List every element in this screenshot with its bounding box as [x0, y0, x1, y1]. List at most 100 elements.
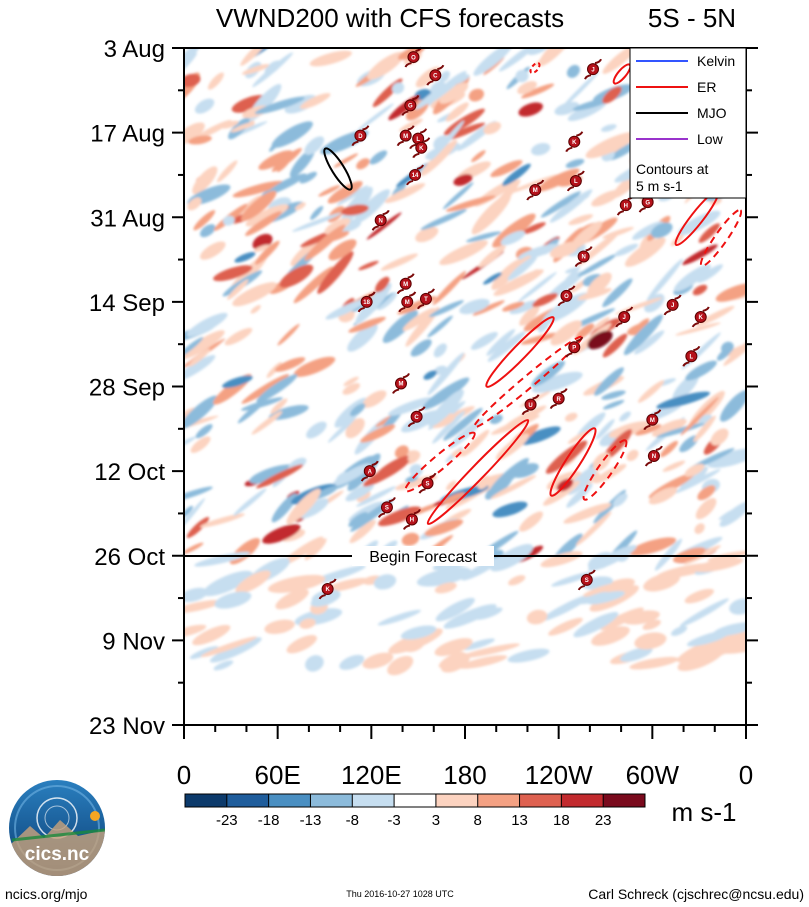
colorbar-bin	[561, 794, 604, 807]
easterly-anomaly	[254, 96, 305, 115]
y-tick-label: 14 Sep	[89, 290, 165, 317]
strong-anomaly	[188, 135, 212, 145]
westerly-anomaly	[648, 487, 678, 505]
westerly-anomaly	[241, 374, 290, 404]
legend-label: Kelvin	[697, 53, 735, 69]
logo-text: cics.nc	[25, 844, 90, 865]
forecast-westerly	[600, 607, 644, 631]
strong-anomaly	[602, 86, 622, 104]
footer-author: Carl Schreck (cjschrec@ncsu.edu)	[588, 886, 804, 902]
westerly-anomaly	[710, 428, 729, 446]
easterly-anomaly	[566, 64, 580, 78]
westerly-anomaly	[402, 307, 436, 331]
easterly-anomaly	[577, 254, 617, 277]
cyclone-marker: M	[396, 273, 415, 295]
easterly-anomaly	[410, 339, 432, 357]
westerly-anomaly	[587, 272, 612, 296]
westerly-anomaly	[670, 234, 684, 247]
er-contour	[549, 427, 597, 497]
cyclone-marker: R	[549, 388, 568, 409]
forecast-easterly	[339, 654, 365, 670]
easterly-anomaly	[654, 538, 683, 571]
colorbar-bin	[394, 794, 437, 807]
westerly-anomaly	[241, 190, 277, 222]
westerly-anomaly	[293, 266, 334, 304]
westerly-anomaly	[254, 240, 280, 265]
westerly-anomaly	[192, 166, 218, 195]
westerly-anomaly	[193, 210, 216, 231]
easterly-anomaly	[271, 493, 298, 523]
legend-label: ER	[697, 79, 716, 95]
er-contour	[485, 316, 555, 388]
easterly-anomaly	[369, 150, 388, 165]
forecast-easterly	[189, 646, 219, 660]
westerly-anomaly	[303, 363, 315, 375]
easterly-anomaly	[470, 331, 498, 350]
cyclone-marker: K	[412, 137, 431, 159]
westerly-anomaly	[493, 269, 544, 296]
easterly-anomaly	[466, 231, 501, 243]
cyclone-marker: J	[584, 58, 602, 80]
westerly-anomaly	[723, 331, 746, 366]
westerly-anomaly	[184, 122, 205, 146]
forecast-westerly	[299, 618, 316, 629]
westerly-anomaly	[490, 475, 537, 500]
westerly-anomaly	[213, 265, 253, 282]
cyclone-name: L	[416, 137, 420, 143]
westerly-anomaly	[432, 271, 467, 305]
easterly-anomaly	[184, 486, 213, 502]
strong-anomaly	[341, 204, 369, 216]
easterly-anomaly	[546, 270, 584, 301]
cyclone-name: N	[379, 218, 383, 224]
easterly-anomaly	[306, 421, 327, 439]
easterly-anomaly	[602, 278, 633, 308]
forecast-westerly	[634, 632, 667, 650]
footer-url[interactable]: ncics.org/mjo	[5, 886, 88, 902]
westerly-anomaly	[401, 532, 420, 546]
westerly-anomaly	[245, 211, 282, 236]
cyclone-name: 18	[363, 300, 370, 306]
easterly-anomaly	[509, 300, 539, 315]
westerly-anomaly	[227, 279, 249, 300]
westerly-anomaly	[446, 480, 457, 491]
cyclone-name: M	[398, 382, 403, 388]
forecast-easterly	[443, 604, 497, 629]
westerly-anomaly	[186, 517, 210, 538]
forecast-westerly	[264, 619, 295, 634]
easterly-anomaly	[241, 397, 283, 411]
forecast-westerly	[582, 582, 622, 597]
forecast-easterly	[586, 591, 625, 605]
cyclone-marker: S	[418, 472, 437, 494]
easterly-anomaly	[233, 488, 267, 516]
easterly-anomaly	[430, 120, 465, 161]
easterly-anomaly	[560, 71, 600, 110]
forecast-easterly	[377, 609, 421, 626]
strong-anomaly	[453, 174, 473, 186]
cyclone-marker: S	[577, 569, 596, 591]
easterly-anomaly	[423, 370, 437, 380]
easterly-anomaly	[299, 171, 317, 184]
westerly-anomaly	[216, 160, 238, 183]
easterly-anomaly	[415, 84, 448, 110]
cyclone-marker: K	[691, 306, 710, 328]
westerly-anomaly	[660, 440, 678, 458]
westerly-anomaly	[592, 317, 610, 330]
cyclone-name: J	[623, 315, 626, 321]
easterly-anomaly	[392, 82, 405, 95]
forecast-easterly	[541, 594, 592, 622]
westerly-anomaly	[317, 251, 354, 294]
forecast-westerly	[642, 619, 661, 631]
easterly-anomaly	[409, 464, 423, 477]
westerly-anomaly	[517, 81, 537, 95]
y-tick-label: 17 Aug	[90, 121, 165, 148]
easterly-anomaly	[515, 69, 529, 83]
westerly-anomaly	[591, 189, 621, 207]
easterly-anomaly	[732, 449, 746, 460]
cyclone-name: U	[528, 403, 532, 409]
forecast-westerly	[434, 582, 457, 594]
westerly-anomaly	[266, 362, 282, 378]
colorbar-tick-label: -8	[346, 812, 359, 829]
er-contour-negative	[699, 208, 743, 268]
easterly-anomaly	[512, 463, 539, 478]
westerly-anomaly	[684, 463, 705, 477]
